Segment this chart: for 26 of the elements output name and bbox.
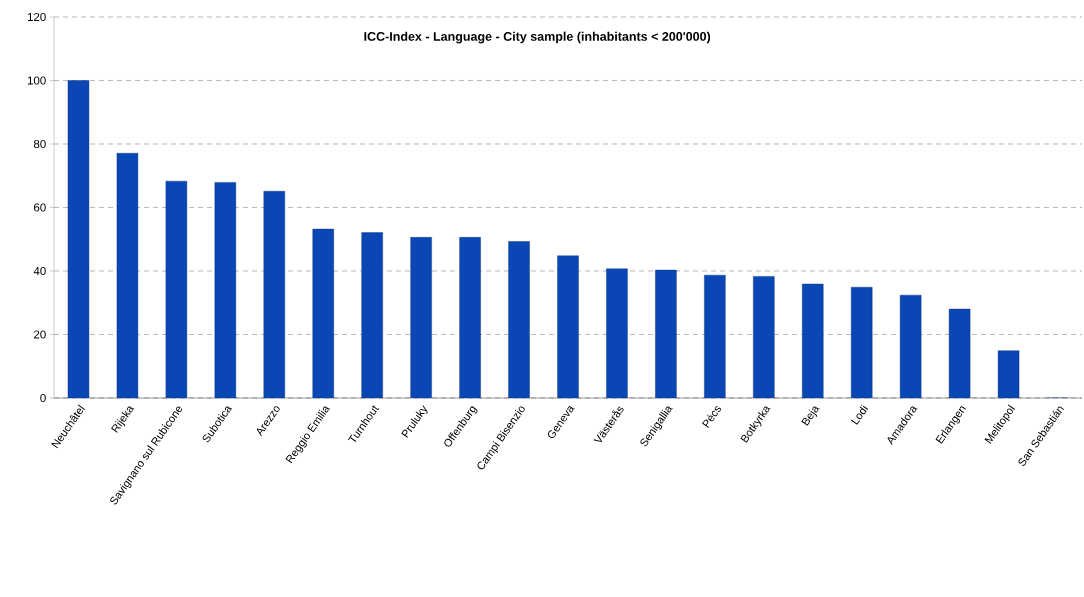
y-tick-label: 40 — [33, 266, 46, 276]
bar — [459, 237, 481, 398]
bar — [508, 241, 530, 398]
bar — [899, 294, 922, 398]
bar — [165, 180, 188, 398]
y-tick-label: 60 — [34, 203, 46, 212]
bar — [851, 286, 873, 398]
bar — [655, 269, 677, 398]
bar — [67, 80, 90, 398]
bar — [410, 237, 432, 398]
bar — [361, 232, 383, 398]
bar — [116, 153, 139, 398]
y-tick-label: 80 — [33, 139, 46, 149]
bar — [704, 274, 726, 398]
bar — [606, 268, 628, 398]
bar — [557, 255, 579, 398]
bar — [214, 182, 237, 398]
bar — [802, 283, 824, 398]
bar — [753, 276, 775, 398]
text: ICC-Index - Language - City sample (inhabitants < 200'000) — [364, 31, 711, 44]
y-tick-label: 100 — [27, 76, 46, 85]
bar — [312, 228, 334, 398]
y-tick-label: 0 — [40, 393, 46, 403]
y-tick-label: 120 — [27, 12, 46, 22]
bar — [263, 191, 285, 398]
y-tick-label: 20 — [34, 330, 46, 339]
